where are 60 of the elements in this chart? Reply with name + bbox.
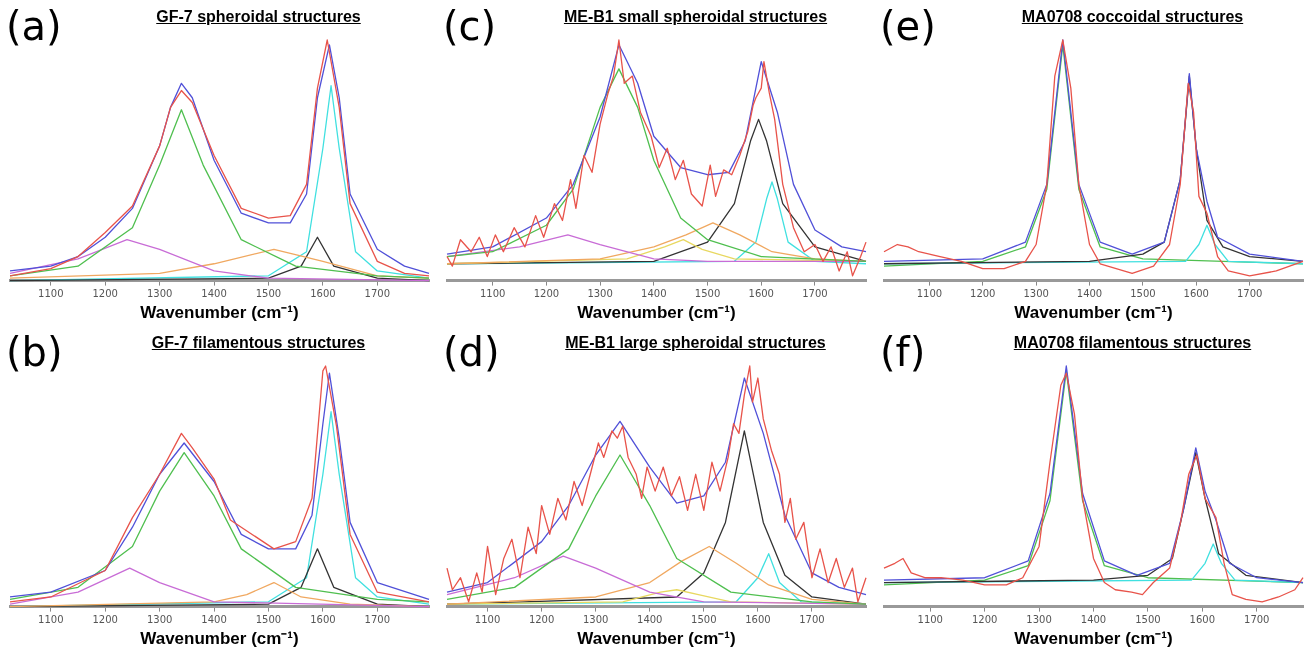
x-tick-label: 1300	[146, 614, 173, 626]
x-tick-label: 1200	[970, 288, 996, 300]
x-tick-label: 1300	[146, 288, 173, 300]
x-tick-label: 1700	[1236, 288, 1263, 300]
x-tick-label: 1400	[637, 614, 663, 626]
x-tick-label: 1600	[745, 614, 771, 626]
x-tick-label: 1400	[1080, 614, 1107, 626]
x-tick-label: 1500	[1130, 288, 1156, 300]
x-tick-label: 1600	[1189, 614, 1216, 626]
x-tick-label: 1300	[1026, 614, 1052, 626]
x-tick-label: 1700	[364, 614, 391, 626]
x-tick-label: 1700	[799, 614, 825, 626]
x-axis-title: Wavenumber (cm⁻¹)	[577, 629, 736, 649]
x-tick-label: 1600	[1183, 288, 1209, 300]
annotation: (e)	[880, 2, 936, 50]
x-tick-label: 1100	[38, 288, 64, 300]
x-tick-label: 1600	[310, 288, 336, 300]
x-tick-label: 1200	[92, 288, 118, 300]
annotation: (f)	[880, 328, 926, 376]
x-tick-label: 1700	[364, 288, 391, 300]
chart-title: MA0708 coccoidal structures	[1020, 8, 1245, 26]
x-tick-label: 1200	[971, 614, 998, 626]
x-axis-title: Wavenumber (cm⁻¹)	[577, 303, 736, 323]
x-tick-label: 1500	[1135, 614, 1161, 626]
x-tick-label: 1200	[528, 614, 555, 626]
x-tick-label: 1500	[255, 288, 282, 300]
x-axis-title: Wavenumber (cm⁻¹)	[1014, 629, 1173, 649]
x-tick-label: 1700	[802, 288, 828, 300]
x-tick-label: 1700	[1244, 614, 1270, 626]
x-tick-label: 1500	[691, 614, 717, 626]
annotation: (c)	[443, 2, 497, 50]
x-tick-label: 1100	[479, 288, 506, 300]
x-tick-label: 1200	[533, 288, 560, 300]
x-tick-label: 1300	[582, 614, 609, 626]
x-tick-label: 1600	[310, 614, 336, 626]
x-tick-label: 1400	[201, 614, 227, 626]
x-tick-label: 1100	[916, 288, 943, 300]
x-tick-label: 1500	[255, 614, 282, 626]
annotation: (a)	[6, 2, 62, 50]
chart-title: ME-B1 large spheroidal structures	[564, 334, 827, 352]
chart-title: GF-7 spheroidal structures	[155, 8, 362, 26]
x-tick-label: 1400	[201, 288, 227, 300]
chart-title: GF-7 filamentous structures	[150, 334, 367, 352]
x-tick-label: 1100	[38, 614, 64, 626]
x-axis-title: Wavenumber (cm⁻¹)	[1014, 303, 1173, 323]
x-tick-label: 1500	[694, 288, 721, 300]
chart-title: MA0708 filamentous structures	[1012, 334, 1253, 352]
chart-title: ME-B1 small spheroidal structures	[562, 8, 829, 26]
x-axis-title: Wavenumber (cm⁻¹)	[140, 303, 299, 323]
x-tick-label: 1600	[748, 288, 774, 300]
x-tick-label: 1300	[1023, 288, 1049, 300]
x-tick-label: 1300	[587, 288, 613, 300]
x-tick-label: 1200	[92, 614, 118, 626]
x-tick-label: 1100	[917, 614, 943, 626]
annotation: (b)	[6, 328, 63, 376]
annotation: (d)	[443, 328, 500, 376]
x-axis-title: Wavenumber (cm⁻¹)	[140, 629, 299, 649]
x-tick-label: 1100	[474, 614, 501, 626]
x-tick-label: 1400	[1076, 288, 1103, 300]
x-tick-label: 1400	[641, 288, 667, 300]
